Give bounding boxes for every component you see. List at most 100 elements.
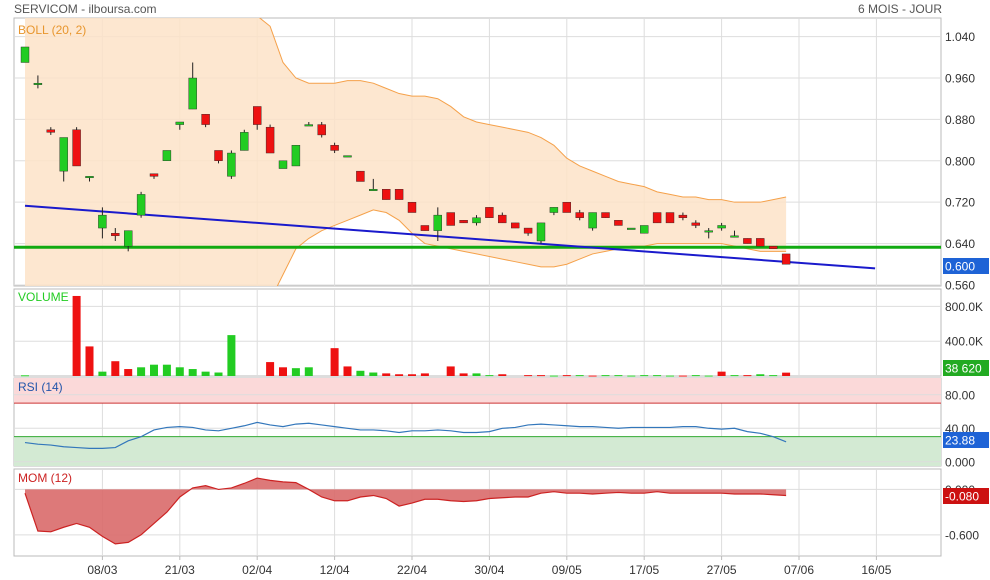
price-axis-tick: 0.800 [945,154,975,168]
candle-body [123,230,133,247]
bollinger-lower-line [276,209,787,286]
price-panel: BOLL (20, 2) 1.040 0.960 0.880 0.800 0.720 0.6… [13,17,989,292]
candle-body [72,129,81,167]
price-axis-tick: 0.720 [945,196,975,210]
candle-body [562,201,571,213]
candle-body [717,225,726,229]
volume-bar [369,372,378,376]
volume-last-badge-label: 38 620 [945,362,982,376]
candle-body [59,137,68,172]
candle-body [20,46,30,63]
candle-body [227,152,236,177]
candle-body [730,235,739,238]
x-tick-label: 27/05 [707,563,737,577]
volume-bar [201,371,210,376]
candle-body [111,233,120,237]
volume-bar [743,375,752,377]
candle-body [394,189,404,200]
volume-frame [13,288,942,377]
volume-bar [769,375,778,377]
candle-body [304,124,313,127]
price-axis-tick: 0.560 [945,278,975,292]
volume-bar [21,375,29,377]
candle-body [446,212,455,226]
bollinger-upper-line [258,18,787,203]
chart-header-period: 6 MOIS - JOUR [857,2,942,16]
volume-bar [85,346,94,376]
mom-last-badge [943,488,989,504]
volume-bar [279,367,287,376]
rsi-oversold-zone [14,436,941,466]
x-tick-label: 07/06 [784,563,814,577]
candle-body [614,220,623,226]
candle-body [85,176,94,179]
volume-axis-tick: 800.0K [945,300,983,314]
candle-body [278,160,288,169]
candle-body [214,150,223,161]
volume-bar [330,348,339,376]
candle-body [188,77,197,110]
candle-body [420,225,430,231]
volume-last-badge [943,360,989,376]
volume-legend-label: VOLUME [18,290,69,304]
volume-bar [356,370,365,376]
volume-bar [420,373,429,376]
volume-bar [627,375,636,377]
x-tick-label: 16/05 [861,563,891,577]
candle-body [691,222,700,226]
volume-bar [343,366,352,376]
candle-body [536,222,546,242]
volume-bar [111,361,120,376]
candle-body [356,170,365,182]
volume-bar [227,335,236,376]
candle-body [291,145,301,167]
volume-bar [614,375,623,377]
x-tick-label: 08/03 [87,563,117,577]
rsi-line [24,421,787,449]
x-tick-label: 21/03 [165,563,195,577]
candle-body [317,124,326,136]
candle-body [175,121,185,125]
candle-body [162,150,172,161]
volume-bar [175,367,184,376]
rsi-last-badge [943,432,989,448]
price-plot-area [14,18,941,286]
candle-body [678,214,688,218]
volume-bar [188,369,197,376]
x-tick-label: 02/04 [242,563,272,577]
price-last-badge-label: 0.600 [945,260,975,274]
candle-body [485,207,494,218]
x-tick-label: 12/04 [320,563,350,577]
candle-body [472,217,481,224]
candle-body [382,189,391,200]
x-tick-label: 22/04 [397,563,427,577]
candle-body [240,132,249,151]
price-axis-tick: 1.040 [945,30,975,44]
volume-bar [395,374,404,376]
volume-bar [266,362,275,376]
mom-last-badge-label: -0.080 [945,490,979,504]
momentum-line [24,477,787,545]
candle-body [601,212,610,218]
volume-bar [756,374,765,376]
candle-body [549,207,559,213]
volume-bar [575,375,584,377]
volume-bar [653,375,662,377]
price-axis-tick: 0.640 [945,237,975,251]
candle-body [407,201,417,213]
candle-body [252,106,262,125]
volume-bar [730,375,739,377]
price-axis-tick: 0.880 [945,113,975,127]
candle-body [769,245,778,249]
volume-bar [72,295,81,376]
candle-body [33,82,43,85]
volume-bar [782,372,791,376]
candle-body [330,145,339,151]
volume-bar [472,373,481,376]
rsi-overbought-zone [14,378,941,404]
volume-bar [137,367,146,376]
x-tick-label: 09/05 [552,563,582,577]
volume-panel: VOLUME 800.0K 400.0K 38 620 [13,288,989,377]
candle-body [665,212,675,224]
